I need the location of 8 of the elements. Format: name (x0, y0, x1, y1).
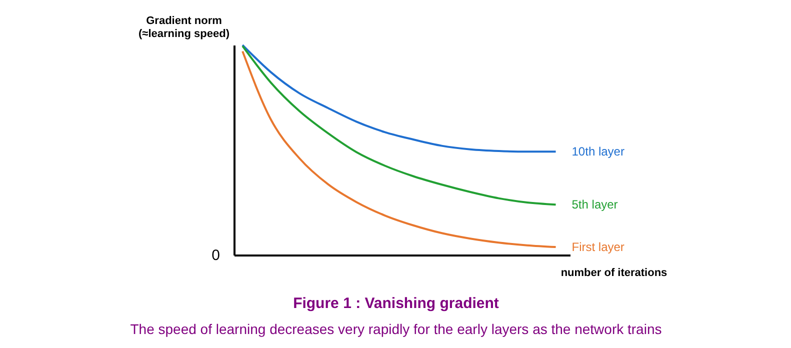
text: Figure 1 : Vanishing gradient (293, 295, 499, 312)
y-axis-title: Gradient norm (≈learning speed) (138, 15, 230, 40)
series-label: 5th layer (572, 198, 618, 212)
text: 0 (212, 247, 220, 264)
series-label: 10th layer (572, 144, 624, 159)
x-axis-title: number of iterations (560, 267, 668, 279)
text: The speed of learning decreases very rapidly for the early layers as the network trains (130, 321, 662, 337)
series-label: First layer (572, 240, 624, 254)
